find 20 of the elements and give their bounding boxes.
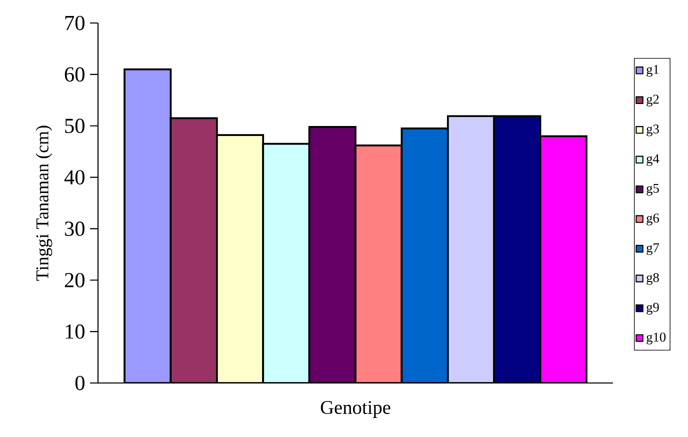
y-tick-label: 0 [75, 376, 84, 390]
y-axis-title: Tinggi Tanaman (cm) [36, 126, 52, 281]
legend-label: g1 [646, 65, 659, 77]
y-tick-label: 50 [65, 118, 84, 134]
legend-label: g8 [646, 273, 659, 285]
y-tick-label: 10 [66, 324, 84, 339]
y-tick-label: 30 [64, 222, 84, 236]
y-tick-label: 40 [64, 170, 84, 184]
y-tick-label: 60 [64, 67, 84, 82]
legend-label: g3 [646, 124, 659, 136]
legend-label: g5 [646, 184, 659, 196]
legend-label: g2 [646, 94, 659, 106]
legend-label: g7 [646, 243, 660, 256]
y-tick-label: 70 [65, 16, 84, 30]
legend-label: g6 [646, 214, 660, 226]
x-axis-title: Genotipe [320, 401, 390, 418]
y-tick-label: 20 [64, 272, 84, 288]
legend-label: g10 [646, 332, 666, 344]
legend-label: g4 [646, 154, 660, 166]
legend-label: g9 [646, 302, 659, 315]
